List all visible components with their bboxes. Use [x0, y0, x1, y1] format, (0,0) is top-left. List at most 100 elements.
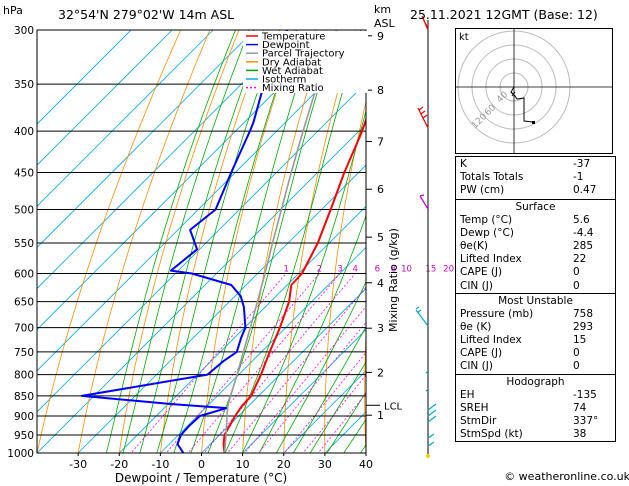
stats-value: 337° — [573, 415, 599, 427]
stats-row: Totals Totals -1 — [456, 171, 615, 184]
stats-row: K -37 — [456, 158, 615, 171]
temperature-tick-label: 20 — [277, 458, 291, 471]
stats-value: 22 — [573, 253, 587, 266]
wet-adiabat-line — [275, 280, 366, 453]
stats-value: 0 — [573, 360, 580, 373]
temperature-tick-label: 30 — [318, 458, 332, 471]
pressure-tick-label: 650 — [14, 297, 34, 309]
stats-value: 293 — [573, 320, 594, 333]
altitude-km-label: 1 — [377, 409, 384, 422]
isotherm-line — [283, 370, 366, 453]
stats-value: 38 — [573, 428, 587, 441]
dry-adiabat-line — [37, 30, 182, 453]
series-line-parcel-trajectory — [223, 30, 338, 453]
wet-adiabat-line — [326, 391, 366, 453]
pressure-tick-label: 1000 — [7, 448, 34, 460]
pressure-tick-label: 750 — [14, 347, 34, 359]
stats-label: θe (K) — [460, 320, 492, 333]
stats-row: θe (K) 293 — [456, 321, 615, 334]
stats-row: CAPE (J) 0 — [456, 266, 615, 279]
stats-label: PW (cm) — [460, 184, 505, 197]
lcl-label: LCL — [384, 401, 403, 412]
stats-row: CIN (J) 0 — [456, 360, 615, 373]
sounding-series — [80, 30, 366, 453]
dry-adiabat-line — [118, 30, 240, 453]
stats-value: 0 — [573, 279, 580, 292]
wet-adiabat-line — [258, 214, 366, 453]
wet-adiabat-line — [207, 30, 338, 453]
stats-label: Dewp (°C) — [460, 226, 514, 239]
stats-row: Temp (°C) 5.6 — [456, 214, 615, 227]
temperature-tick-label: -10 — [151, 458, 169, 471]
isotherm-line — [201, 287, 366, 453]
isotherm-line — [37, 30, 337, 331]
stats-row: SREH 74 — [456, 402, 615, 415]
isotherm-line — [37, 30, 255, 248]
stats-panel: K -37 Totals Totals -1 PW (cm) 0.47 Surface T… — [455, 156, 616, 443]
mixing-ratio-label: 4 — [353, 265, 358, 275]
series-line-temperature — [222, 116, 366, 453]
wet-adiabat-line — [309, 361, 366, 453]
surface-title: Surface — [456, 198, 615, 214]
dry-adiabat-line — [159, 30, 269, 453]
dry-adiabat-line — [201, 30, 298, 453]
hodograph-stats-table: EH -135 SREH 74 StmDir 337° StmSpd (kt) 38 — [456, 389, 615, 442]
pressure-tick-label: 900 — [14, 411, 34, 423]
wet-adiabat-line — [292, 325, 366, 453]
stats-label: CAPE (J) — [460, 347, 503, 360]
series-line-dewpoint — [80, 30, 289, 453]
stats-value: 74 — [573, 401, 587, 414]
altitude-km-label: 3 — [377, 322, 384, 335]
mixing-ratio-line — [302, 374, 366, 453]
stats-row: Pressure (mb) 758 — [456, 308, 615, 321]
mixing-ratio-line — [317, 392, 366, 453]
stats-value: 15 — [573, 334, 587, 347]
stats-value: 758 — [573, 307, 594, 320]
legend-entry: Dry Adiabat — [262, 57, 321, 68]
location-title: 32°54'N 279°02'W 14m ASL — [58, 7, 234, 22]
pressure-tick-label: 450 — [14, 167, 34, 179]
stats-value: -4.4 — [573, 226, 594, 239]
stats-label: SREH — [460, 401, 489, 414]
most-unstable-table: Pressure (mb) 758 θe (K) 293 Lifted Index 15 C… — [456, 308, 615, 374]
stats-label: Totals Totals — [460, 171, 524, 184]
altitude-km-label: 7 — [377, 135, 384, 148]
altitude-km-label: 4 — [377, 277, 384, 290]
wet-adiabat-lines — [105, 30, 366, 453]
stats-label: CIN (J) — [460, 279, 493, 292]
isotherm-line — [37, 123, 366, 453]
stats-label: Temp (°C) — [460, 213, 513, 226]
mixing-ratio-axis-title: Mixing Ratio (g/kg) — [387, 228, 400, 332]
km-label: km — [374, 3, 391, 16]
stats-label: EH — [460, 388, 475, 401]
hodograph: kt 40 60 120 — [455, 28, 613, 154]
wet-adiabat-line — [156, 30, 281, 453]
mixing-ratio-label: 3 — [337, 265, 342, 275]
wind-barb-column — [415, 15, 437, 458]
datetime-title: 25.11.2021 12GMT (Base: 12) — [410, 7, 598, 22]
dry-adiabat-line — [77, 30, 211, 453]
stats-row: Lifted Index 15 — [456, 334, 615, 347]
hpa-label: hPa — [3, 4, 23, 17]
dry-adiabat-line — [403, 18, 446, 470]
isotherm-line — [242, 329, 366, 453]
pressure-tick-label: 800 — [14, 370, 34, 382]
pressure-tick-label: 350 — [14, 79, 34, 91]
isotherm-line — [37, 30, 173, 166]
altitude-km-label: 9 — [377, 30, 384, 43]
pressure-tick-label: 700 — [14, 323, 34, 335]
indices-table: K -37 Totals Totals -1 PW (cm) 0.47 — [456, 157, 615, 199]
legend-entry: Parcel Trajectory — [262, 49, 345, 60]
altitude-km-label: 8 — [377, 84, 384, 97]
stats-row: Lifted Index 22 — [456, 253, 615, 266]
stats-label: Lifted Index — [460, 334, 522, 347]
mixing-ratio-line — [226, 286, 366, 453]
dry-adiabat-line — [364, 327, 366, 453]
isotherm-line — [37, 30, 214, 207]
altitude-km-label: 6 — [377, 183, 384, 196]
pressure-tick-label: 550 — [14, 238, 34, 250]
legend-entry: Dewpoint — [262, 40, 310, 51]
legend-background — [243, 31, 368, 93]
stats-value: -135 — [573, 388, 597, 401]
temperature-tick-label: 10 — [236, 458, 250, 471]
